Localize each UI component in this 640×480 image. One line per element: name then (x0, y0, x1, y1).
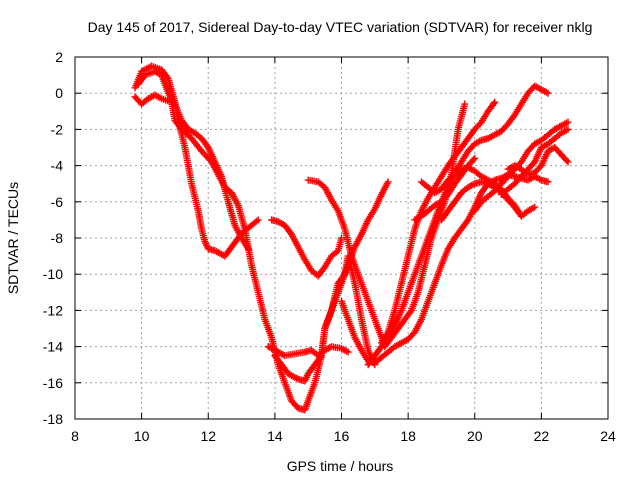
x-tick-label: 16 (334, 428, 350, 444)
x-tick-label: 24 (600, 428, 616, 444)
x-tick-label: 8 (71, 428, 79, 444)
x-tick-label: 12 (200, 428, 216, 444)
data-point (544, 178, 552, 186)
data-point (564, 118, 572, 126)
data-point (544, 89, 552, 97)
data-point (491, 98, 499, 106)
data-point (406, 308, 414, 316)
x-axis-label: GPS time / hours (287, 458, 394, 474)
y-tick-label: -16 (43, 375, 63, 391)
axis-ticks (74, 56, 609, 420)
x-tick-label: 18 (400, 428, 416, 444)
x-tick-label: 14 (267, 428, 283, 444)
y-tick-label: -8 (51, 230, 64, 246)
y-tick-label: -14 (43, 339, 63, 355)
data-series-8 (338, 171, 552, 367)
data-point (563, 157, 571, 165)
data-point (531, 203, 539, 211)
data-point (490, 100, 498, 108)
data-series-5 (268, 216, 345, 280)
data-point (384, 178, 392, 186)
data-series-16 (497, 125, 572, 199)
y-tick-label: -2 (51, 121, 64, 137)
y-tick-label: -18 (43, 411, 63, 427)
data-point (564, 125, 572, 133)
data-series-11 (411, 154, 479, 224)
data-series-9 (364, 82, 552, 369)
data-point (344, 348, 352, 356)
data-series-10 (377, 98, 499, 347)
data-point (461, 100, 469, 108)
data-point (471, 154, 479, 162)
data-point (564, 158, 572, 166)
chart-title: Day 145 of 2017, Sidereal Day-to-day VTE… (88, 19, 593, 35)
y-tick-label: -10 (43, 266, 63, 282)
data-points (131, 62, 572, 414)
y-axis-label: SDTVAR / TECUs (5, 182, 21, 294)
data-series-14 (471, 118, 572, 215)
x-tick-label: 22 (534, 428, 550, 444)
y-tick-label: -12 (43, 302, 63, 318)
data-point (469, 156, 477, 164)
data-point (316, 353, 324, 361)
y-tick-label: -4 (51, 158, 64, 174)
y-tick-label: 2 (55, 49, 63, 65)
tick-labels: 8 10 12 14 16 18 20 22 2420-2-4-6-8-10-12-14-16-… (43, 49, 616, 444)
x-tick-label: 10 (134, 428, 150, 444)
x-tick-label: 20 (467, 428, 483, 444)
data-series-3 (131, 91, 379, 414)
data-series-1 (131, 62, 262, 260)
data-point (254, 216, 262, 224)
y-tick-label: 0 (55, 85, 63, 101)
y-tick-label: -6 (51, 194, 64, 210)
